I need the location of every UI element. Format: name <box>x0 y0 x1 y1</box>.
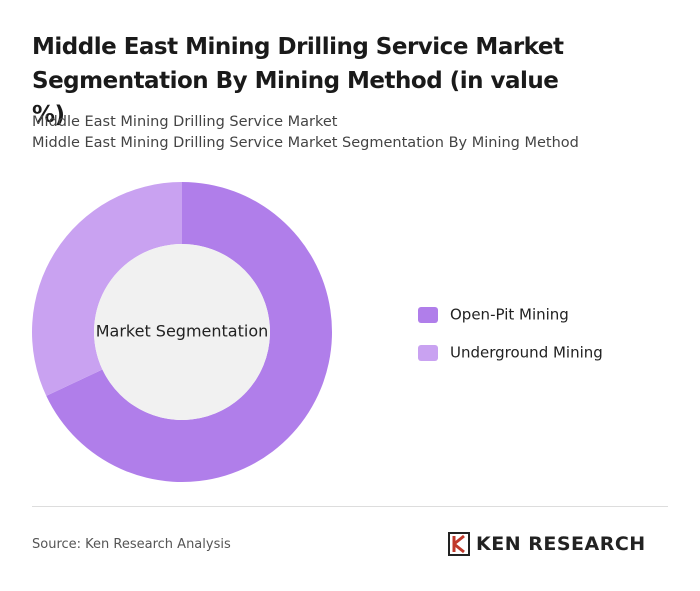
center-label: Market Segmentation <box>96 322 269 341</box>
legend-swatch <box>418 345 438 361</box>
legend-label: Underground Mining <box>450 344 603 362</box>
chart-title: Middle East Mining Drilling Service Mark… <box>32 34 564 128</box>
divider <box>32 506 668 507</box>
subtitle: Middle East Mining Drilling Service Mark… <box>32 135 579 151</box>
donut-hole <box>94 244 270 420</box>
logo-text: KEN RESEARCH <box>476 533 646 555</box>
logo-icon <box>448 532 470 556</box>
source: Source: Ken Research Analysis <box>32 537 231 552</box>
logo: KEN RESEARCH <box>448 532 646 556</box>
legend-label: Open-Pit Mining <box>450 306 569 324</box>
donut-slice <box>31 182 183 396</box>
legend-swatch <box>418 307 438 323</box>
subtitle: Middle East Mining Drilling Service Mark… <box>32 114 338 130</box>
donut-slice <box>46 182 333 483</box>
